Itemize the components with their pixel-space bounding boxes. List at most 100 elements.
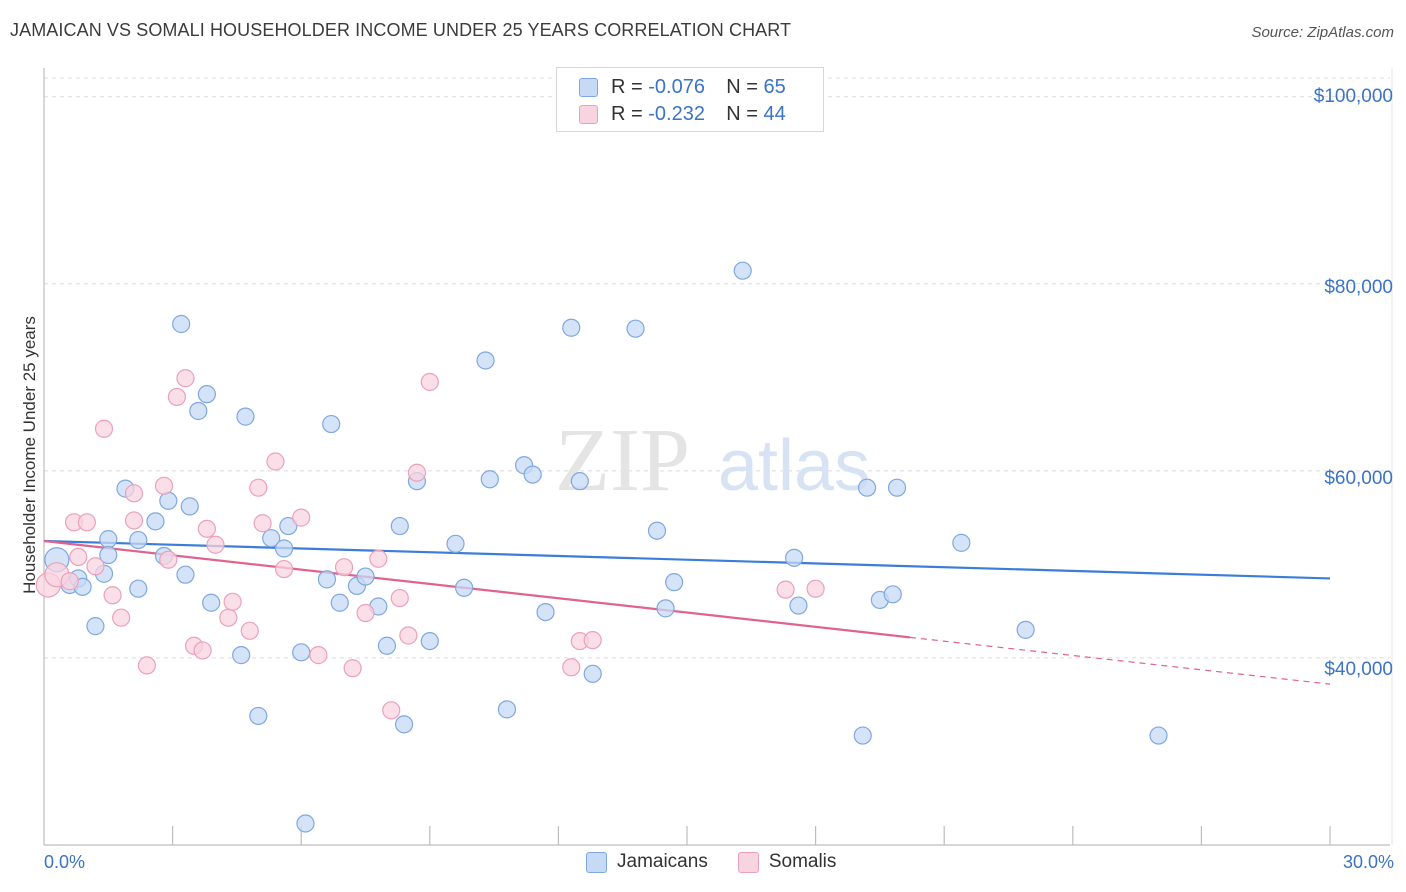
point-jamaicans bbox=[356, 567, 375, 586]
trendline-extension-somalis bbox=[909, 636, 1331, 685]
legend-n-label: N = bbox=[726, 102, 764, 125]
y-tick-label: $60,000 bbox=[1324, 468, 1393, 489]
point-jamaicans bbox=[279, 516, 298, 536]
point-jamaicans bbox=[236, 407, 255, 426]
point-jamaicans bbox=[570, 472, 589, 491]
gridlines bbox=[44, 77, 1390, 659]
point-jamaicans bbox=[476, 351, 495, 370]
point-jamaicans bbox=[665, 573, 684, 592]
legend-r-label: R = bbox=[611, 75, 649, 98]
point-jamaicans bbox=[129, 579, 148, 598]
point-somalis bbox=[420, 372, 439, 392]
point-jamaicans bbox=[172, 314, 191, 334]
point-jamaicans bbox=[583, 664, 602, 683]
point-jamaicans bbox=[952, 533, 971, 552]
legend-label-jamaicans: Jamaicans bbox=[617, 851, 708, 872]
series-legend: Jamaicans Somalis bbox=[586, 851, 866, 873]
point-jamaicans bbox=[249, 706, 268, 726]
point-jamaicans bbox=[497, 700, 517, 719]
point-somalis bbox=[390, 588, 409, 608]
point-somalis bbox=[112, 608, 131, 627]
point-jamaicans bbox=[853, 726, 872, 745]
point-somalis bbox=[154, 476, 174, 495]
point-somalis bbox=[60, 572, 79, 591]
point-somalis bbox=[356, 603, 375, 623]
watermark: ZIP atlas bbox=[555, 411, 870, 510]
point-somalis bbox=[219, 608, 238, 627]
legend-n-value: 65 bbox=[763, 75, 786, 98]
point-jamaicans bbox=[146, 512, 165, 531]
point-somalis bbox=[407, 463, 427, 482]
point-jamaicans bbox=[1149, 726, 1168, 745]
y-axis-title: Householder Income Under 25 years bbox=[20, 316, 39, 594]
trendlines bbox=[43, 539, 1331, 685]
point-jamaicans bbox=[262, 529, 281, 548]
legend-swatch-jamaicans bbox=[586, 851, 607, 873]
watermark-zip: ZIP bbox=[555, 411, 690, 510]
point-jamaicans bbox=[99, 545, 118, 565]
legend-row-jamaicans: R = -0.076 N = 65 bbox=[579, 75, 786, 99]
y-tick-label: $40,000 bbox=[1324, 659, 1393, 680]
point-somalis bbox=[806, 579, 825, 598]
point-somalis bbox=[253, 514, 272, 533]
point-somalis bbox=[249, 478, 268, 497]
point-somalis bbox=[343, 659, 362, 678]
point-jamaicans bbox=[180, 497, 199, 516]
point-somalis bbox=[382, 701, 401, 720]
point-jamaicans bbox=[523, 465, 542, 484]
point-jamaicans bbox=[394, 715, 414, 734]
x-min-label: 0.0% bbox=[44, 852, 86, 872]
point-jamaicans bbox=[189, 401, 208, 421]
legend-swatch-somalis bbox=[737, 851, 759, 873]
trendline-somalis bbox=[43, 539, 911, 639]
point-jamaicans bbox=[656, 599, 675, 618]
point-somalis bbox=[124, 484, 144, 503]
point-somalis bbox=[193, 641, 212, 660]
point-jamaicans bbox=[446, 534, 465, 553]
legend-n-value: 44 bbox=[763, 102, 786, 125]
source-label: Source: ZipAtlas.com bbox=[1251, 24, 1394, 41]
point-somalis bbox=[309, 646, 328, 665]
point-jamaicans bbox=[129, 530, 148, 550]
point-jamaicans bbox=[322, 414, 341, 434]
point-jamaicans bbox=[176, 565, 195, 584]
point-somalis bbox=[583, 631, 602, 650]
point-jamaicans bbox=[296, 814, 315, 833]
point-jamaicans bbox=[377, 636, 397, 655]
point-somalis bbox=[86, 557, 105, 576]
point-somalis bbox=[266, 452, 285, 471]
point-jamaicans bbox=[330, 593, 349, 612]
point-jamaicans bbox=[197, 385, 216, 404]
point-jamaicans bbox=[274, 539, 294, 558]
point-somalis bbox=[69, 547, 88, 567]
x-max-label: 30.0% bbox=[1342, 852, 1394, 872]
trendline-jamaicans bbox=[43, 539, 1331, 580]
legend-item-somalis[interactable]: Somalis bbox=[737, 851, 836, 873]
point-jamaicans bbox=[1016, 620, 1035, 639]
point-somalis bbox=[137, 656, 156, 675]
point-jamaicans bbox=[789, 596, 808, 615]
point-jamaicans bbox=[647, 521, 667, 540]
point-jamaicans bbox=[159, 491, 178, 510]
point-somalis bbox=[197, 519, 216, 538]
point-somalis bbox=[223, 592, 242, 611]
legend-row-somalis: R = -0.232 N = 44 bbox=[579, 102, 786, 126]
watermark-atlas: atlas bbox=[718, 426, 870, 506]
point-jamaicans bbox=[454, 578, 474, 597]
chart-title: JAMAICAN VS SOMALI HOUSEHOLDER INCOME UN… bbox=[10, 20, 792, 40]
y-tick-label: $80,000 bbox=[1324, 277, 1393, 298]
legend-r-label: R = bbox=[611, 102, 649, 125]
point-somalis bbox=[77, 513, 96, 532]
point-somalis bbox=[369, 549, 388, 568]
point-jamaicans bbox=[626, 319, 645, 338]
point-jamaicans bbox=[733, 261, 752, 280]
point-somalis bbox=[562, 658, 581, 677]
point-jamaicans bbox=[420, 631, 439, 651]
point-jamaicans bbox=[536, 602, 555, 622]
legend-item-jamaicans[interactable]: Jamaicans bbox=[586, 851, 708, 873]
y-tick-label: $100,000 bbox=[1313, 86, 1393, 107]
point-jamaicans bbox=[857, 478, 877, 497]
point-jamaicans bbox=[480, 470, 499, 489]
legend-r-value: -0.076 bbox=[648, 75, 705, 98]
